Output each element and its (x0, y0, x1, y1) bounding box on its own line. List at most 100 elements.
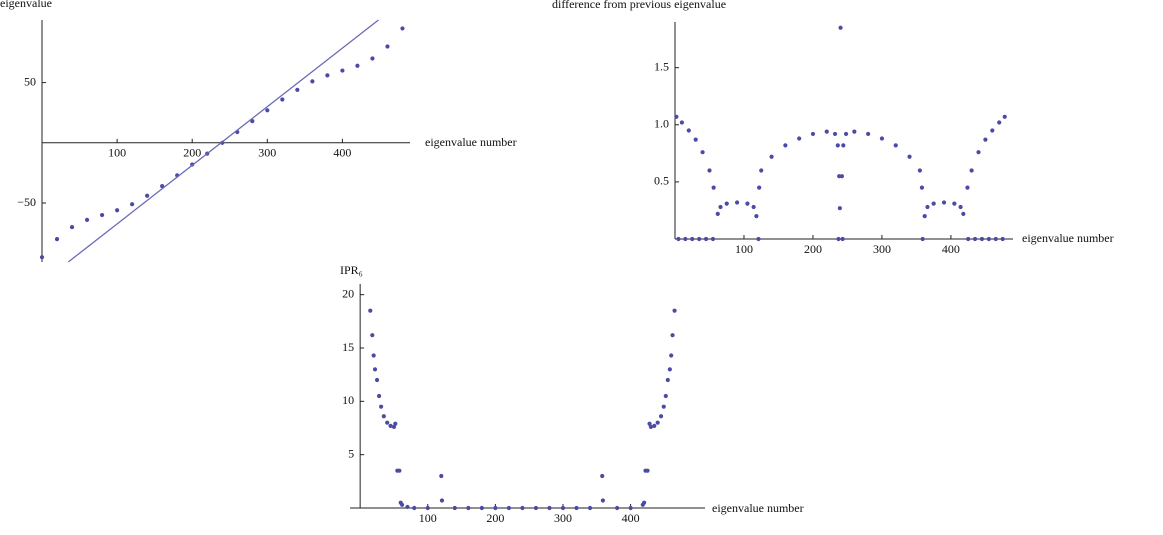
point (399, 502, 405, 507)
y-tick-label: 20 (342, 286, 354, 300)
point (663, 393, 668, 399)
x-axis-label: eigenvalue number (1022, 231, 1114, 245)
point (145, 193, 150, 198)
point (917, 168, 922, 173)
point (756, 236, 761, 242)
point (840, 236, 845, 242)
point (920, 236, 925, 242)
point (972, 236, 978, 242)
point (479, 505, 484, 511)
point (506, 505, 512, 511)
point (841, 143, 846, 148)
x-tick-label: 400 (333, 146, 351, 160)
point (425, 505, 430, 511)
point (667, 367, 672, 372)
point (986, 236, 991, 242)
point (385, 44, 390, 49)
y-tick-label: −50 (17, 195, 36, 209)
y-tick-label: 10 (342, 393, 354, 407)
point (983, 137, 988, 142)
point (832, 131, 838, 137)
point (388, 423, 393, 428)
point (560, 505, 566, 511)
point (990, 128, 995, 133)
point (997, 120, 1002, 125)
point (976, 150, 981, 155)
point (866, 131, 871, 137)
point (669, 353, 674, 358)
x-tick-label: 100 (419, 511, 437, 525)
point (679, 120, 684, 125)
point (961, 211, 966, 216)
point (130, 202, 135, 207)
y-tick-label: 0.5 (654, 174, 669, 188)
point (370, 333, 375, 338)
point (54, 237, 60, 242)
point (647, 421, 652, 426)
chart-title: difference from previous eigenvalue (552, 0, 726, 11)
point (84, 217, 90, 222)
point (439, 473, 444, 479)
point (838, 25, 843, 30)
point (371, 353, 376, 358)
point (614, 505, 620, 511)
y-axis-label: IPR₆ (340, 263, 363, 277)
point (1002, 114, 1007, 119)
point (672, 308, 677, 313)
point (381, 414, 386, 419)
point (843, 131, 849, 137)
point (670, 333, 675, 338)
x-tick-label: 400 (622, 511, 640, 525)
point (645, 468, 650, 473)
point (412, 505, 417, 511)
point (39, 255, 45, 260)
point (734, 200, 740, 205)
point (958, 204, 963, 210)
point (374, 377, 380, 383)
x-tick-label: 300 (554, 511, 572, 525)
fit-line (67, 19, 379, 263)
point (754, 214, 759, 219)
x-axis-label: eigenvalue number (425, 135, 517, 149)
point (69, 224, 75, 230)
point (697, 236, 702, 242)
point (439, 498, 445, 503)
point (724, 201, 729, 206)
y-axis-label: eigenvalue (0, 0, 52, 10)
point (703, 236, 709, 242)
point (370, 56, 375, 61)
point (391, 424, 397, 430)
point (466, 505, 471, 511)
point (852, 129, 857, 134)
point (979, 236, 985, 242)
point (922, 214, 927, 219)
point (665, 377, 670, 383)
point (700, 150, 705, 155)
point (931, 201, 936, 206)
y-tick-label: 50 (24, 74, 36, 88)
point (310, 79, 315, 84)
point (265, 108, 270, 113)
point (405, 504, 410, 510)
point (769, 154, 774, 159)
point (397, 468, 402, 473)
point (493, 505, 498, 511)
point (835, 143, 840, 148)
point (925, 204, 930, 210)
x-tick-label: 200 (183, 146, 201, 160)
point (879, 136, 885, 141)
x-tick-label: 100 (735, 242, 753, 256)
point (385, 420, 390, 425)
point (372, 367, 378, 372)
y-tick-label: 5 (348, 446, 354, 460)
x-tick-label: 200 (804, 242, 822, 256)
x-tick-label: 300 (258, 146, 276, 160)
point (658, 414, 664, 419)
point (783, 143, 788, 148)
point (907, 154, 912, 159)
point (836, 236, 841, 242)
x-tick-label: 200 (486, 511, 504, 525)
point (652, 423, 657, 428)
y-tick-label: 1.0 (654, 117, 669, 131)
